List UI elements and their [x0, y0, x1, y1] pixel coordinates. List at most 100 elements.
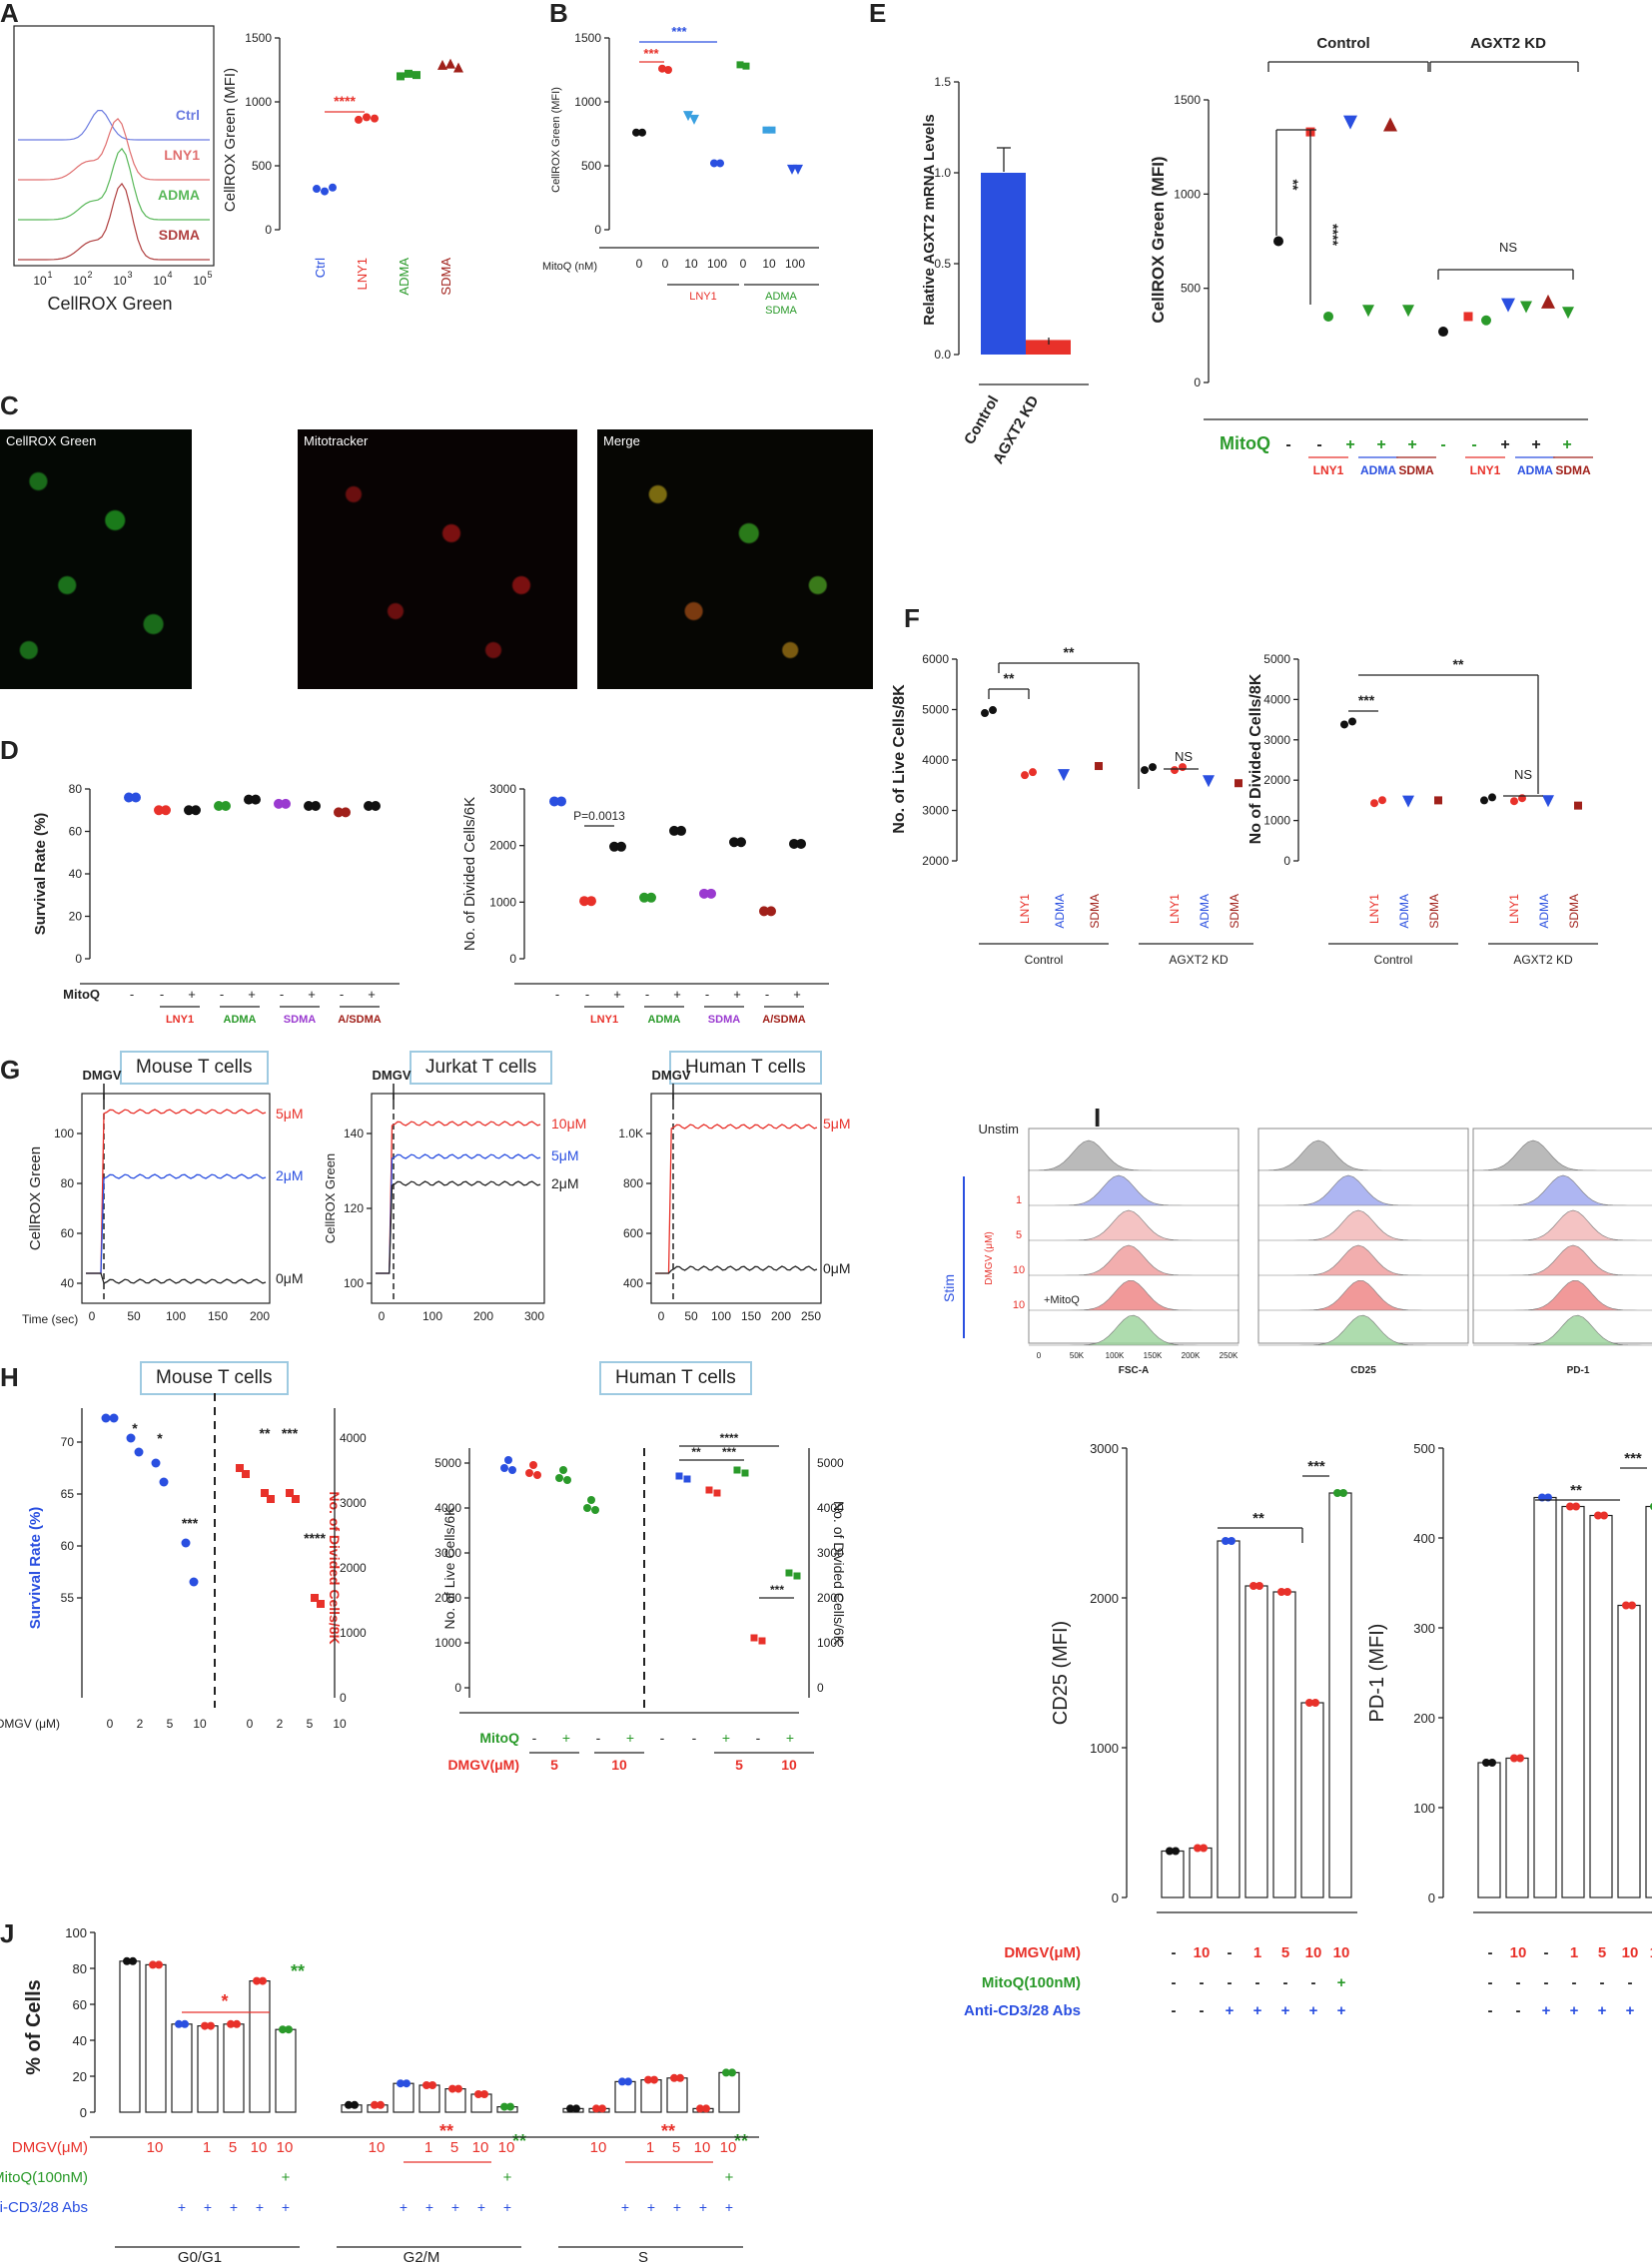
- j-point: [351, 2100, 359, 2109]
- h-right-ytick-label: 4000: [434, 1501, 461, 1515]
- hist-a-xtick: 10: [33, 274, 47, 288]
- j-point: [500, 2102, 508, 2111]
- panel-letter-H: H: [0, 1362, 19, 1392]
- j-point: [676, 2073, 684, 2082]
- f-left-point: [981, 709, 989, 718]
- i-row-val-pd1: -: [1544, 1974, 1549, 1991]
- j-point: [155, 1960, 163, 1969]
- hist-a-frame: [13, 25, 215, 267]
- e-group-label: ADMA: [1517, 463, 1553, 477]
- d-right-point: [736, 837, 746, 848]
- d-right-point: [549, 796, 559, 807]
- panel-letter-G: G: [0, 1055, 20, 1085]
- h-right-r-point: [705, 1486, 713, 1494]
- i-row-val-pd1: 10: [1650, 1944, 1652, 1961]
- h-red-point: [261, 1489, 269, 1497]
- a-point: [355, 115, 363, 124]
- f-left-point: [1021, 771, 1029, 780]
- i-hist-curve: [1472, 1139, 1652, 1171]
- i-row-val-pd1: -: [1488, 1944, 1493, 1961]
- h-right-mitoq: -: [660, 1730, 665, 1746]
- j-bar: [418, 2084, 440, 2113]
- i-row-val: 1: [1253, 1944, 1261, 1961]
- j-ytick-label: 80: [73, 1961, 87, 1976]
- i-cd25-bar: [1244, 1585, 1268, 1898]
- i-row-val: -: [1255, 1974, 1260, 1991]
- j-row-mitoq: MitoQ(100nM): [0, 2169, 88, 2186]
- h-left-xtick: 10: [193, 1717, 207, 1731]
- b-tick-label: 500: [581, 159, 601, 173]
- f-left-xlabel: ADMA: [1053, 894, 1067, 929]
- b-group-adma: ADMA: [765, 291, 797, 303]
- g1-xtick-label: 200: [250, 1309, 270, 1323]
- j-abs-plus: +: [647, 2199, 655, 2215]
- i-row-val-pd1: +: [1598, 2002, 1607, 2019]
- i-pd1-ytick-label: 0: [1428, 1890, 1435, 1905]
- j-dmgv-val: 10: [720, 2139, 737, 2156]
- d-right-tick-label: 2000: [489, 839, 516, 853]
- i-hist-curve: [1258, 1279, 1468, 1311]
- d-left-tick-label: 20: [69, 910, 83, 924]
- f-right-point: [1402, 795, 1414, 808]
- j-point: [702, 2104, 710, 2113]
- i-pd1-point: [1566, 1502, 1574, 1511]
- f-left-ns-text: NS: [1175, 749, 1193, 764]
- e-group-kd: AGXT2 KD: [1470, 35, 1546, 52]
- g2-curve: [376, 1180, 541, 1274]
- d-right-point: [639, 892, 649, 903]
- i-cd25-point: [1194, 1844, 1202, 1853]
- f-left-point: [1203, 775, 1215, 788]
- f-right-point: [1378, 796, 1386, 805]
- g3-frame: [650, 1093, 822, 1304]
- i-cd25-point: [1249, 1582, 1257, 1590]
- i-row-val-pd1: 10: [1510, 1944, 1527, 1961]
- f-right-tick-label: 5000: [1263, 652, 1290, 666]
- h-right-ytick-label: 2000: [434, 1591, 461, 1605]
- j-point: [181, 2019, 189, 2028]
- f-left-point: [1149, 763, 1157, 772]
- i-row-val: -: [1172, 2002, 1177, 2019]
- f-right-tick-label: 0: [1283, 854, 1290, 868]
- f-right-sig-c-text: ***: [1358, 692, 1375, 708]
- i-cd25-sig1-text: **: [1252, 1510, 1264, 1527]
- g2-label: 5μM: [551, 1147, 579, 1163]
- f-left-group-control: Control: [1025, 953, 1064, 967]
- g3-label: 0μM: [823, 1260, 851, 1276]
- b-xtick: 0: [662, 257, 669, 271]
- j-ylabel: % of Cells: [23, 1979, 45, 2075]
- i-row-val: -: [1172, 1944, 1177, 1961]
- micro-title-cellrox: CellROX Green: [6, 433, 97, 448]
- h-right-dmgv: 5: [550, 1757, 558, 1773]
- f-left-point: [1179, 763, 1187, 772]
- i-row-val: 10: [1305, 1944, 1322, 1961]
- h-right-y2tick: 0: [817, 1681, 824, 1695]
- d-left-mitoq: -: [340, 987, 344, 1002]
- d-left-point: [364, 801, 374, 811]
- i-hist-curve: [1029, 1244, 1239, 1276]
- e-mitoq: +: [1500, 436, 1509, 453]
- g2-curve: [376, 1121, 541, 1274]
- f-left-xlabel: LNY1: [1168, 894, 1182, 924]
- d-left-point: [191, 805, 201, 816]
- f-right-tick-label: 3000: [1263, 733, 1290, 747]
- b-xtick: 0: [740, 257, 747, 271]
- e-tick-label: 1000: [1174, 187, 1201, 201]
- d-left-point: [214, 801, 224, 811]
- j-bar: [171, 2023, 193, 2113]
- g1-frame: [81, 1093, 271, 1304]
- i-cd25-bar: [1300, 1702, 1324, 1898]
- g2-xtick-label: 300: [524, 1309, 544, 1323]
- i-row-val-pd1: 1: [1570, 1944, 1578, 1961]
- d-right-mitoq: -: [765, 987, 769, 1002]
- i-row-val: +: [1337, 2002, 1346, 2019]
- g2-ytick-label: 120: [344, 1201, 364, 1215]
- f-right-ns-text: NS: [1514, 767, 1532, 782]
- i-pd1-bar: [1645, 1505, 1652, 1898]
- i-fsc-tick: 50K: [1070, 1351, 1085, 1360]
- h-right-star: ***: [770, 1583, 784, 1597]
- j-abs-plus: +: [178, 2199, 186, 2215]
- j-ytick-label: 100: [65, 1925, 87, 1940]
- h-right-mitoq: -: [692, 1730, 697, 1746]
- i-hist-curve: [1029, 1314, 1239, 1346]
- j-mitoq-plus: +: [725, 2169, 734, 2186]
